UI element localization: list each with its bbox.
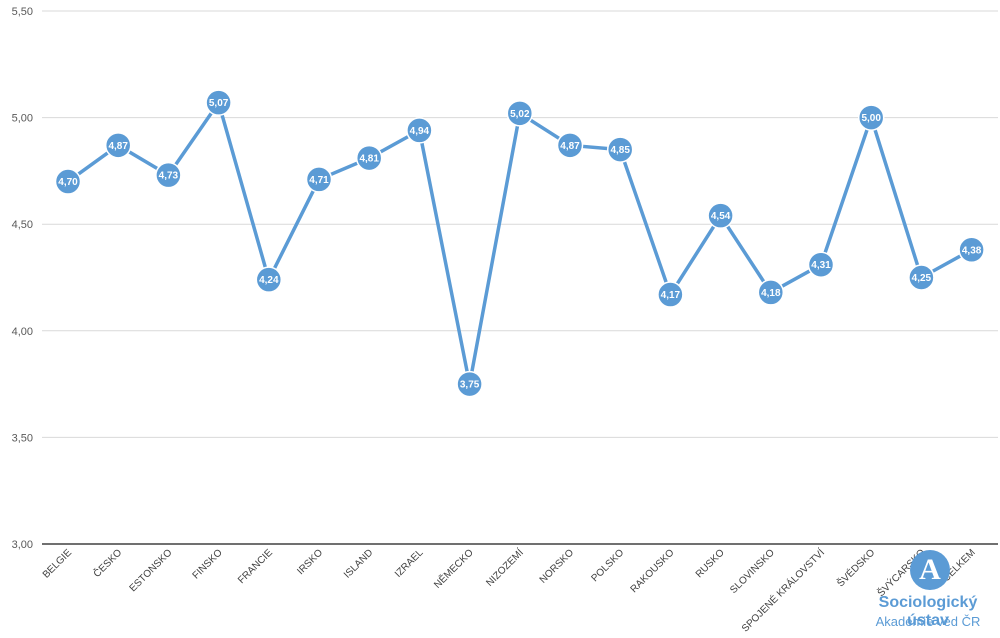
x-tick-label: FINSKO bbox=[191, 547, 225, 581]
x-axis-ticks: BELGIE ČESKO ESTONSKO FINSKO FRANCIE IRSKO ISL… bbox=[41, 546, 978, 635]
data-point bbox=[807, 251, 835, 278]
x-tick-label: FRANCIE bbox=[236, 547, 275, 586]
data-point bbox=[556, 132, 584, 159]
data-point bbox=[205, 89, 232, 116]
x-tick-label: ESTONSKO bbox=[128, 547, 175, 594]
y-tick-label: 3,50 bbox=[12, 432, 33, 444]
logo-name: Sociologický ústav bbox=[878, 594, 978, 629]
data-label: 4,85 bbox=[610, 145, 630, 156]
data-label: 4,73 bbox=[159, 171, 179, 182]
logo-subtitle: Akademie věd ČR bbox=[875, 614, 981, 629]
data-label: 3,75 bbox=[460, 380, 480, 391]
data-point bbox=[104, 132, 132, 159]
data-point bbox=[707, 202, 734, 229]
x-tick-label: NORSKO bbox=[538, 547, 577, 586]
data-label: 4,24 bbox=[259, 275, 279, 286]
x-tick-label: ISLAND bbox=[342, 547, 375, 580]
data-label: 4,87 bbox=[108, 141, 128, 152]
data-point bbox=[606, 136, 634, 163]
data-label: 4,94 bbox=[410, 126, 430, 137]
data-point bbox=[908, 264, 935, 291]
data-label: 4,38 bbox=[962, 245, 982, 256]
x-tick-label: NIZOZEMÍ bbox=[483, 546, 526, 589]
data-label: 4,17 bbox=[661, 290, 681, 301]
data-label: 4,71 bbox=[309, 175, 329, 186]
x-tick-label: IRSKO bbox=[295, 547, 325, 577]
series-line bbox=[66, 100, 973, 386]
x-tick-label: RAKOUSKO bbox=[629, 547, 677, 595]
institute-logo: A Sociologický ústav Akademie věd ČR bbox=[858, 548, 998, 638]
y-tick-label: 4,00 bbox=[12, 326, 33, 338]
data-point bbox=[355, 144, 383, 172]
data-point bbox=[155, 161, 182, 189]
logo-emblem: A bbox=[910, 550, 950, 590]
data-point bbox=[857, 104, 885, 131]
x-tick-label: ČESKO bbox=[90, 546, 124, 580]
x-tick-label: NĚMECKO bbox=[431, 546, 476, 591]
y-tick-label: 5,00 bbox=[12, 113, 33, 125]
x-tick-label: RUSKO bbox=[694, 547, 727, 580]
data-label: 4,18 bbox=[761, 288, 781, 299]
x-tick-label: SPOJENÉ KRÁLOVSTVÍ bbox=[739, 546, 828, 635]
data-point bbox=[406, 117, 433, 144]
data-point bbox=[506, 100, 534, 127]
data-point bbox=[456, 370, 483, 398]
data-label: 5,00 bbox=[861, 113, 881, 124]
data-label: 4,54 bbox=[711, 211, 731, 222]
data-label: 4,31 bbox=[811, 260, 831, 271]
data-label: 4,25 bbox=[912, 273, 932, 284]
data-point bbox=[757, 279, 785, 306]
data-label: 4,87 bbox=[560, 141, 580, 152]
data-label: 5,02 bbox=[510, 109, 530, 120]
grid-lines bbox=[42, 10, 998, 545]
data-point bbox=[54, 168, 82, 195]
y-axis-ticks: 3,00 3,50 4,00 4,50 5,00 5,50 bbox=[12, 6, 33, 551]
y-tick-label: 5,50 bbox=[12, 6, 33, 18]
x-tick-label: IZRAEL bbox=[393, 547, 426, 580]
data-label: 4,81 bbox=[359, 154, 379, 165]
data-point bbox=[305, 166, 333, 193]
y-tick-label: 3,00 bbox=[12, 539, 33, 551]
data-label: 5,07 bbox=[209, 98, 229, 109]
data-point bbox=[657, 281, 684, 308]
data-point bbox=[255, 266, 283, 293]
x-tick-label: SLOVINSKO bbox=[728, 547, 777, 596]
data-point bbox=[958, 236, 985, 264]
data-label: 4,70 bbox=[58, 177, 78, 188]
x-tick-label: BELGIE bbox=[41, 547, 75, 581]
x-tick-label: POLSKO bbox=[589, 547, 626, 584]
data-series: 4,70 4,87 4,73 5,07 4,24 4,71 4,81 4,94 3,75 5,02… bbox=[54, 89, 985, 398]
y-tick-label: 4,50 bbox=[12, 219, 33, 231]
